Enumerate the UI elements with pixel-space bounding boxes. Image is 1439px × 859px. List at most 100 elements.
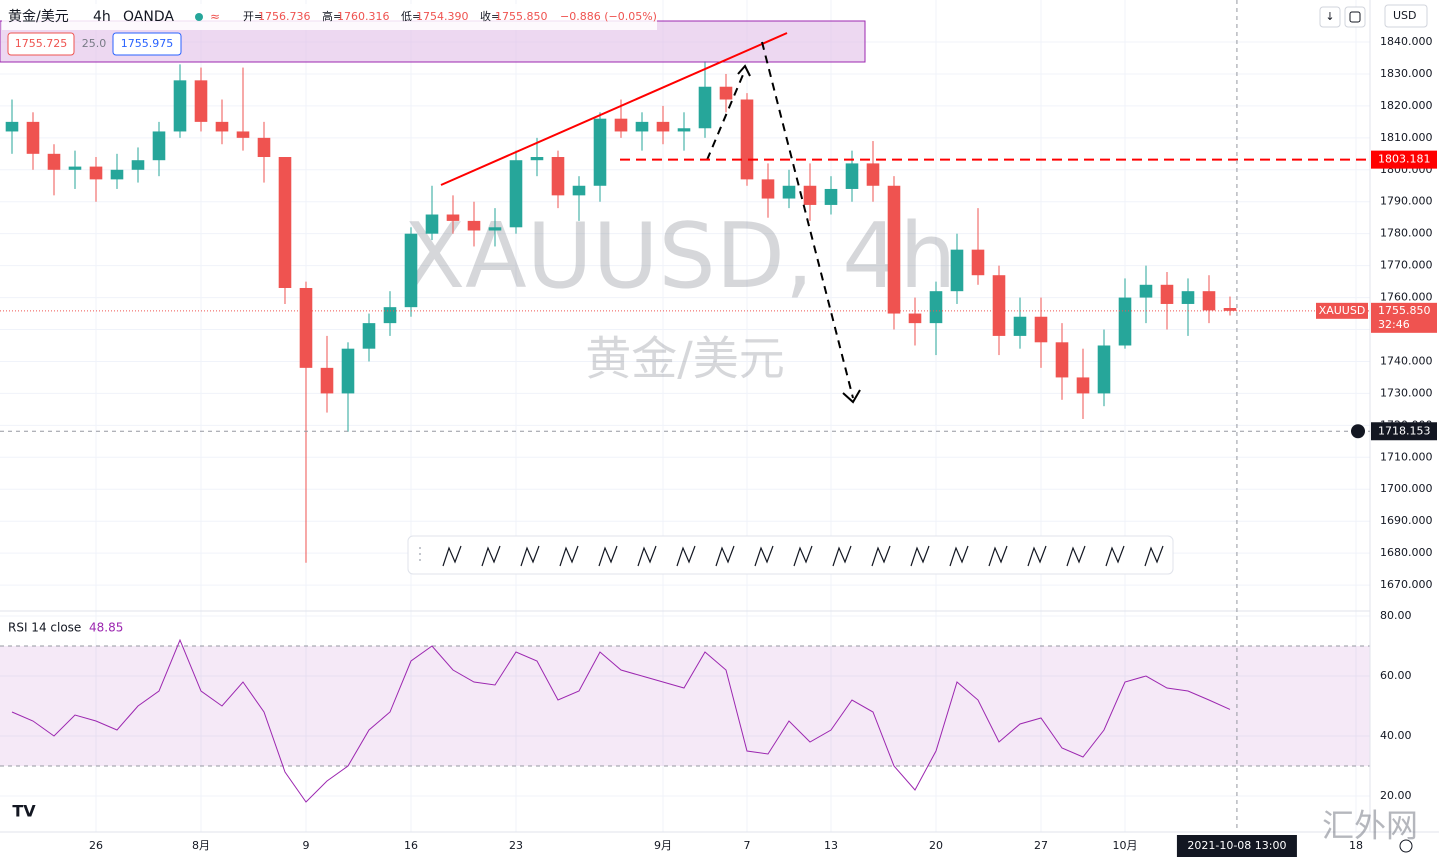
candle-body: [803, 185, 817, 205]
candle-body: [1076, 377, 1090, 394]
candle-body: [614, 118, 628, 132]
button[interactable]: [1344, 6, 1366, 28]
tool-icon: [442, 545, 462, 567]
candle-body: [929, 291, 943, 324]
open-label: 开=: [243, 10, 263, 23]
last-price-label: 1755.850: [1378, 304, 1431, 317]
symbol-marker: [1316, 302, 1368, 319]
candle-body: [1139, 284, 1153, 298]
crosshair-add: [1351, 424, 1365, 439]
header-bg: [2, 4, 657, 30]
y-tick-label: 1690.000: [1380, 514, 1433, 527]
currency-button[interactable]: [1384, 4, 1428, 28]
x-tick-label: 27: [1034, 839, 1048, 852]
bid-box[interactable]: [7, 32, 75, 56]
y-tick-label: 40.00: [1380, 729, 1412, 742]
y-tick-label: 1780.000: [1380, 227, 1433, 240]
tool-icon: [637, 545, 657, 567]
y-tick-label: 60.00: [1380, 669, 1412, 682]
candle-body: [68, 166, 82, 170]
high-label: 高=: [322, 9, 342, 23]
candle-body: [845, 163, 859, 189]
candle-body: [593, 118, 607, 186]
button-icon: ↓: [1325, 10, 1334, 23]
candle-body: [194, 80, 208, 122]
candle-body: [509, 160, 523, 228]
logo: TV: [12, 802, 36, 821]
candle-body: [446, 214, 460, 221]
candle-body: [299, 287, 313, 368]
x-tick-label: 9月: [654, 839, 672, 852]
candle-body: [530, 157, 544, 161]
candle-body: [215, 121, 229, 132]
candle-body: [173, 80, 187, 132]
candle-body: [992, 275, 1006, 336]
candle-body: [1160, 284, 1174, 304]
grip: [419, 553, 421, 555]
candle-body: [1223, 307, 1237, 311]
last-price-marker: [1371, 302, 1437, 333]
tool-icon: [871, 545, 891, 567]
countdown: 32:46: [1378, 318, 1410, 331]
button[interactable]: [1319, 6, 1341, 28]
ask: 1755.975: [121, 37, 174, 50]
watermark-sub: 黄金/美元: [585, 332, 785, 386]
indicator-value: 48.85: [89, 621, 123, 635]
symbol-marker-label: XAUUSD: [1319, 304, 1366, 317]
candle-body: [425, 214, 439, 234]
crosshair-time-marker: [1176, 835, 1297, 857]
candle-body: [152, 131, 166, 161]
low-label: 低=: [401, 10, 421, 23]
x-tick-label: 7: [743, 839, 750, 852]
candle-body: [110, 169, 124, 180]
trend-line: [440, 32, 788, 186]
y-tick-label: 1680.000: [1380, 546, 1433, 559]
candle-body: [551, 157, 565, 196]
candle-body: [89, 166, 103, 180]
tool-icon: [949, 545, 969, 567]
candle-body: [236, 131, 250, 138]
y-tick-label: 1830.000: [1380, 67, 1433, 80]
candle-body: [1013, 316, 1027, 336]
x-tick-label: 23: [509, 839, 523, 852]
candle-body: [950, 249, 964, 292]
x-tick-label: 16: [404, 839, 418, 852]
tool-icon: [676, 545, 696, 567]
symbol[interactable]: 黄金/美元: [8, 8, 69, 25]
crosshair-price-marker: +: [1371, 422, 1437, 441]
tool-icon: [793, 545, 813, 567]
candle-body: [971, 249, 985, 276]
candle-body: [635, 121, 649, 132]
tool-icon: [754, 545, 774, 567]
x-tick-label: 9: [302, 839, 309, 852]
crosshair-time-label: 2021-10-08 13:00: [1187, 839, 1286, 852]
crosshair-price-label: 1718.153: [1378, 424, 1431, 437]
dashed-arrow: [706, 69, 746, 161]
arrow-head: [842, 389, 861, 404]
interval[interactable]: 4h: [93, 9, 111, 25]
market-status: [195, 13, 203, 21]
y-tick-label: 80.00: [1380, 609, 1412, 622]
change: −0.886 (−0.05%): [560, 10, 657, 23]
candle-body: [782, 185, 796, 199]
dashed-arrow: [761, 41, 854, 399]
x-tick-label: 18: [1349, 839, 1363, 852]
candle-body: [488, 227, 502, 231]
candle-body: [257, 137, 271, 158]
candle-body: [866, 163, 880, 186]
candle-body: [404, 233, 418, 308]
settings-icon[interactable]: [1399, 839, 1413, 853]
open-value: 1756.736: [258, 10, 311, 23]
candle-body: [908, 313, 922, 324]
y-tick-label: 1760.000: [1380, 291, 1433, 304]
candle-body: [740, 99, 754, 180]
spread: 25.0: [82, 37, 107, 50]
tool-icon: [832, 545, 852, 567]
x-tick-label: 26: [89, 839, 103, 852]
ask-box[interactable]: [112, 32, 182, 56]
candle-body: [1097, 345, 1111, 394]
candle-body: [1055, 342, 1069, 378]
tool-icon: [910, 545, 930, 567]
rsi-line: [11, 638, 1231, 803]
